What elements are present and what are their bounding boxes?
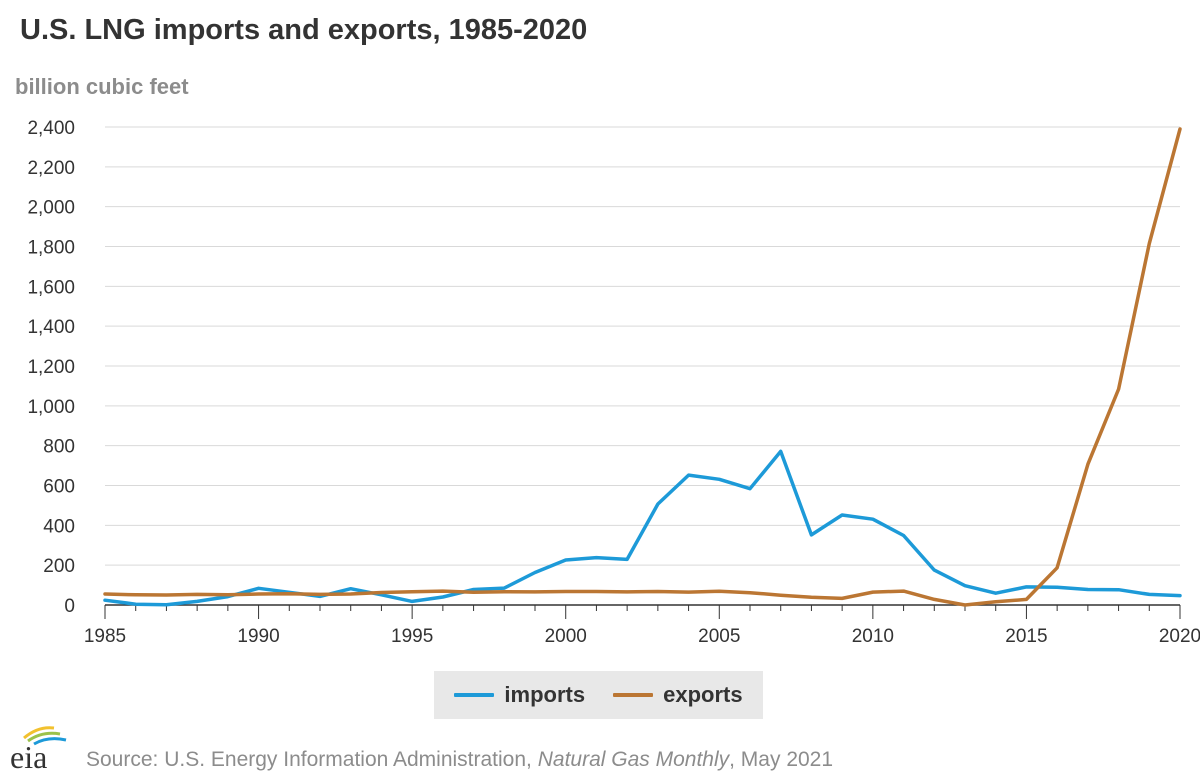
y-tick-label-2000: 2,000 <box>27 198 75 219</box>
legend: imports exports <box>434 671 763 719</box>
source-publication: Natural Gas Monthly <box>537 748 730 771</box>
y-tick-label-600: 600 <box>43 477 75 498</box>
y-tick-label-2200: 2,200 <box>27 158 75 179</box>
y-tick-label-1600: 1,600 <box>27 277 75 298</box>
x-tick-label-2005: 2005 <box>698 626 740 647</box>
x-tick-label-1995: 1995 <box>391 626 433 647</box>
x-tick-label-2015: 2015 <box>1005 626 1047 647</box>
series-line-exports <box>103 127 1182 607</box>
series-lines <box>103 127 1182 607</box>
x-axis: 1985 1990 1995 2000 2005 2010 2015 2020 <box>84 604 1200 647</box>
y-tick-label-0: 0 <box>64 596 75 617</box>
y-axis-ticks: 0 200 400 600 800 1,000 1,200 1,400 1,600 1,800 2,… <box>27 118 75 617</box>
legend-label-exports: exports <box>663 682 743 707</box>
legend-item-exports: exports <box>613 682 743 708</box>
x-tick-label-1985: 1985 <box>84 626 126 647</box>
source-prefix: Source: U.S. Energy Information Administ… <box>86 748 538 771</box>
y-tick-label-200: 200 <box>43 556 75 577</box>
y-tick-label-800: 800 <box>43 437 75 458</box>
legend-item-imports: imports <box>454 682 585 708</box>
y-tick-label-1400: 1,400 <box>27 317 75 338</box>
x-tick-label-2020: 2020 <box>1159 626 1200 647</box>
line-chart: 0 200 400 600 800 1,000 1,200 1,400 1,600 1,800 2,… <box>27 118 1200 647</box>
legend-label-imports: imports <box>504 682 586 707</box>
legend-swatch-imports <box>454 693 495 697</box>
x-tick-label-2010: 2010 <box>852 626 894 647</box>
y-tick-label-1000: 1,000 <box>27 397 75 418</box>
x-tick-label-2000: 2000 <box>545 626 587 647</box>
y-tick-label-2400: 2,400 <box>27 118 75 139</box>
gridlines <box>105 126 1180 566</box>
x-tick-label-1990: 1990 <box>237 626 279 647</box>
source-note: Source: U.S. Energy Information Administ… <box>86 748 833 772</box>
svg-text:eia: eia <box>10 739 47 774</box>
y-axis-unit-label: billion cubic feet <box>15 74 189 99</box>
y-tick-label-1800: 1,800 <box>27 238 75 259</box>
source-suffix: , May 2021 <box>729 748 834 771</box>
y-tick-label-400: 400 <box>43 516 75 537</box>
y-tick-label-1200: 1,200 <box>27 357 75 378</box>
chart-title: U.S. LNG imports and exports, 1985-2020 <box>20 14 588 46</box>
eia-logo: eia <box>10 726 67 774</box>
series-line-imports <box>103 449 1182 607</box>
legend-swatch-exports <box>613 693 654 697</box>
